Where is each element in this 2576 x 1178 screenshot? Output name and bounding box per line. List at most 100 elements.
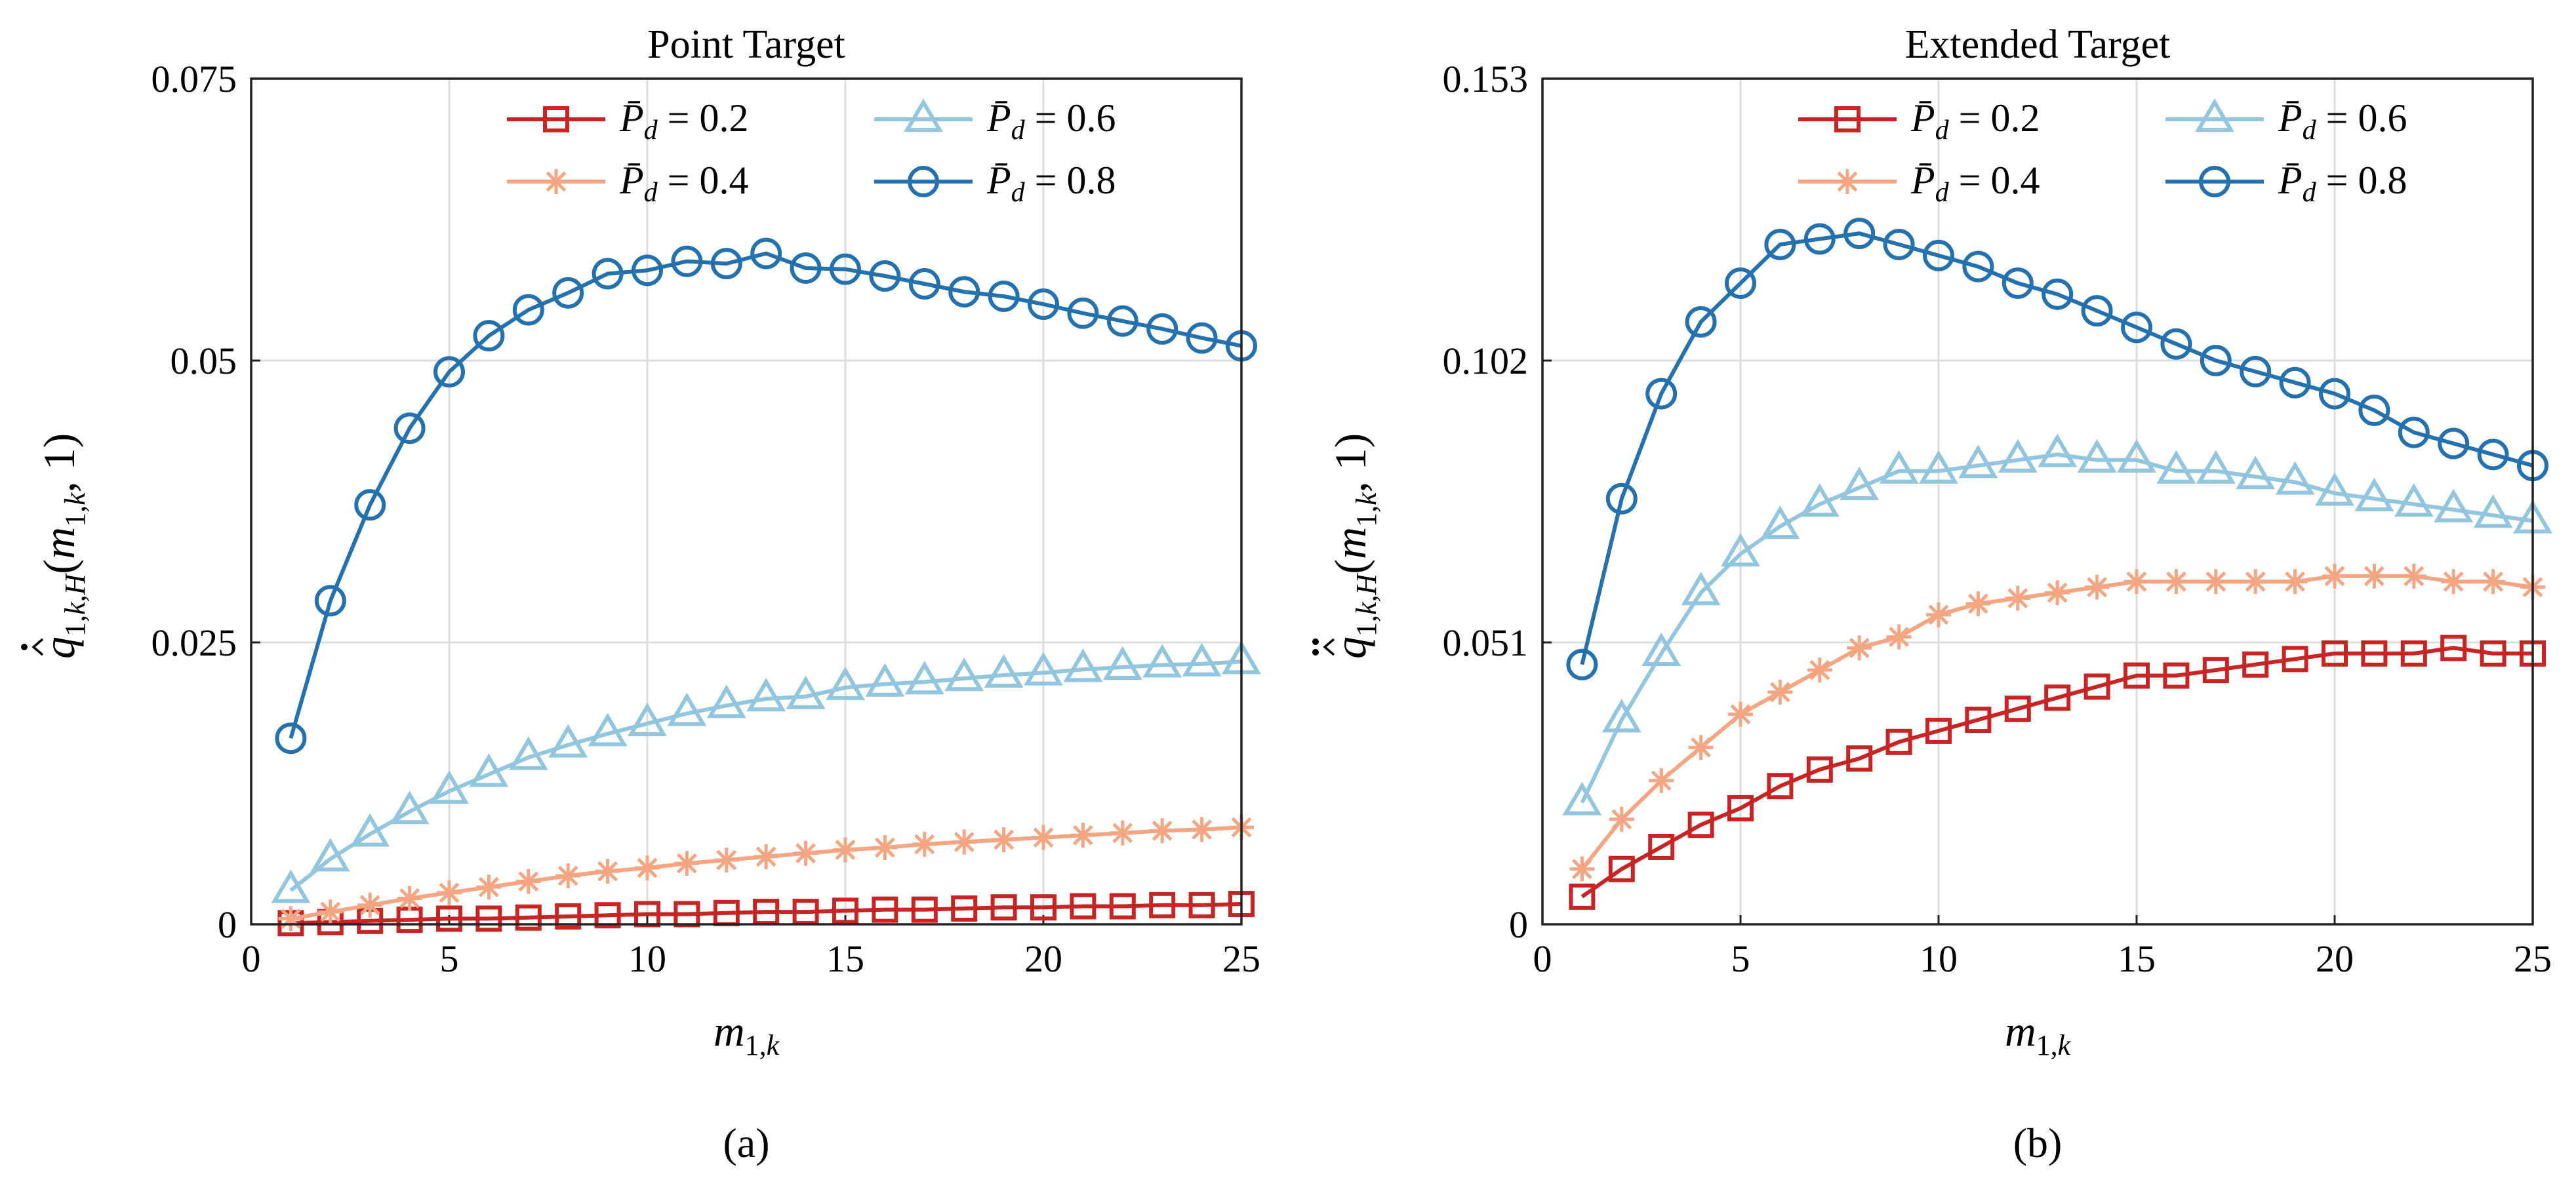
data-point [2077, 439, 2117, 473]
axes-frame [1541, 77, 2534, 926]
x-tick-label: 5 [1731, 937, 1750, 980]
data-point [271, 869, 311, 903]
legend-label: P̄d = 0.6 [986, 96, 1116, 146]
y-tick-label: 0.102 [1443, 340, 1529, 382]
data-point [952, 829, 977, 855]
data-point [1958, 444, 1998, 479]
hat-accent [1323, 638, 1335, 656]
y-tick-label: 0.075 [151, 58, 237, 100]
data-point [948, 276, 980, 308]
data-point [706, 684, 746, 718]
series-line [1580, 231, 2533, 665]
data-point [872, 835, 898, 861]
data-point [1728, 701, 1753, 727]
legend-item: P̄d = 0.6 [2165, 96, 2407, 146]
data-point [1070, 893, 1097, 920]
x-tick-label: 20 [2316, 937, 2354, 980]
data-point [1760, 505, 1800, 540]
series-line [1580, 646, 2533, 899]
subfigure-label: (b) [2013, 1120, 2063, 1166]
data-point [786, 675, 826, 709]
data-point [2236, 456, 2276, 490]
data-point [1962, 250, 1994, 283]
data-point [908, 268, 940, 300]
data-point [1688, 735, 1714, 760]
subfigure-label: (a) [723, 1120, 769, 1166]
series-3 [1562, 433, 2552, 815]
data-point [628, 702, 667, 736]
legend-label: P̄d = 0.4 [1910, 159, 2040, 208]
data-point [2160, 328, 2192, 360]
data-point [2156, 450, 2196, 484]
data-point [1883, 228, 1915, 260]
data-point [1879, 450, 1919, 484]
data-point [1919, 450, 1958, 484]
data-point [1925, 717, 1952, 744]
data-point [1807, 658, 1832, 683]
data-point [1685, 305, 1717, 338]
y-axis-label-accent [1312, 638, 1335, 656]
data-point [944, 658, 984, 692]
data-point [984, 654, 1024, 688]
series-1 [277, 891, 1255, 937]
data-point [1189, 817, 1215, 842]
dot-accent [1312, 638, 1319, 645]
data-point [1764, 228, 1796, 260]
data-point [2117, 439, 2156, 473]
data-point [2240, 355, 2272, 387]
chart-title: Point Target [647, 22, 845, 67]
data-point [1649, 768, 1674, 793]
data-point [1149, 892, 1176, 918]
data-point [2196, 450, 2236, 484]
data-point [512, 294, 544, 326]
data-point [1886, 624, 1912, 650]
data-point [314, 585, 346, 617]
data-point [2319, 378, 2350, 410]
data-point [2398, 416, 2430, 448]
data-point [588, 713, 628, 747]
legend-item: P̄d = 0.8 [2165, 159, 2407, 208]
data-point [790, 252, 822, 284]
series-4 [1566, 218, 2548, 680]
data-point [437, 880, 462, 905]
legend-label: P̄d = 0.6 [2278, 96, 2407, 146]
data-point [1067, 297, 1099, 329]
legend-item: P̄d = 0.2 [1798, 96, 2040, 146]
data-point [1767, 679, 1793, 705]
data-point [310, 838, 350, 872]
data-point [2121, 311, 2152, 344]
data-point [2438, 427, 2470, 460]
legend-marker [1834, 106, 1861, 132]
data-point [1070, 823, 1096, 848]
data-point [1186, 322, 1218, 354]
series-line [289, 251, 1242, 739]
data-point [2202, 657, 2229, 684]
data-point [2282, 646, 2308, 673]
data-point [904, 661, 944, 695]
data-point [988, 280, 1020, 312]
data-point [2394, 483, 2434, 517]
y-tick-label: 0 [1509, 903, 1528, 946]
data-point [1725, 267, 1756, 299]
legend-marker [904, 98, 943, 132]
data-point [1727, 795, 1754, 821]
data-point [317, 899, 343, 925]
data-point [552, 277, 584, 309]
data-point [1142, 644, 1182, 678]
y-tick-label: 0.051 [1443, 621, 1529, 664]
series-line [1580, 452, 2533, 804]
dot-accent [1312, 649, 1319, 656]
data-point [1569, 883, 1596, 910]
data-point [1110, 820, 1135, 846]
data-point [1030, 894, 1057, 921]
data-point [1562, 781, 1602, 815]
legend-item: P̄d = 0.6 [874, 96, 1116, 146]
data-point [1800, 483, 1840, 517]
data-point [2322, 563, 2347, 589]
data-point [1608, 855, 1635, 882]
data-point [1806, 756, 1833, 783]
legend-item: P̄d = 0.8 [874, 159, 1116, 208]
data-point [1024, 652, 1063, 686]
data-point [793, 840, 818, 866]
data-point [1605, 482, 1638, 515]
